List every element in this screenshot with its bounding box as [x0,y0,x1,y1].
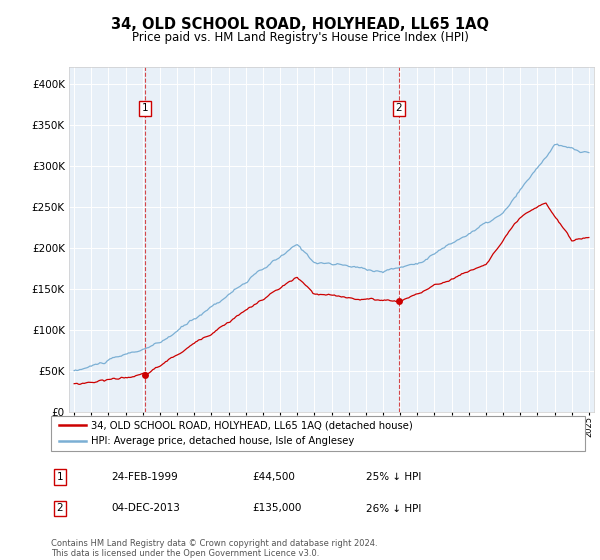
Text: 2: 2 [56,503,64,514]
Text: 26% ↓ HPI: 26% ↓ HPI [366,503,421,514]
Text: Price paid vs. HM Land Registry's House Price Index (HPI): Price paid vs. HM Land Registry's House … [131,31,469,44]
Text: HPI: Average price, detached house, Isle of Anglesey: HPI: Average price, detached house, Isle… [91,436,354,446]
Text: £44,500: £44,500 [252,472,295,482]
Text: 25% ↓ HPI: 25% ↓ HPI [366,472,421,482]
Text: 34, OLD SCHOOL ROAD, HOLYHEAD, LL65 1AQ: 34, OLD SCHOOL ROAD, HOLYHEAD, LL65 1AQ [111,17,489,32]
Text: 2: 2 [395,103,402,113]
Text: Contains HM Land Registry data © Crown copyright and database right 2024.
This d: Contains HM Land Registry data © Crown c… [51,539,377,558]
Text: 24-FEB-1999: 24-FEB-1999 [111,472,178,482]
Text: 1: 1 [56,472,64,482]
Text: 1: 1 [142,103,149,113]
Text: £135,000: £135,000 [252,503,301,514]
Text: 04-DEC-2013: 04-DEC-2013 [111,503,180,514]
Text: 34, OLD SCHOOL ROAD, HOLYHEAD, LL65 1AQ (detached house): 34, OLD SCHOOL ROAD, HOLYHEAD, LL65 1AQ … [91,421,413,431]
